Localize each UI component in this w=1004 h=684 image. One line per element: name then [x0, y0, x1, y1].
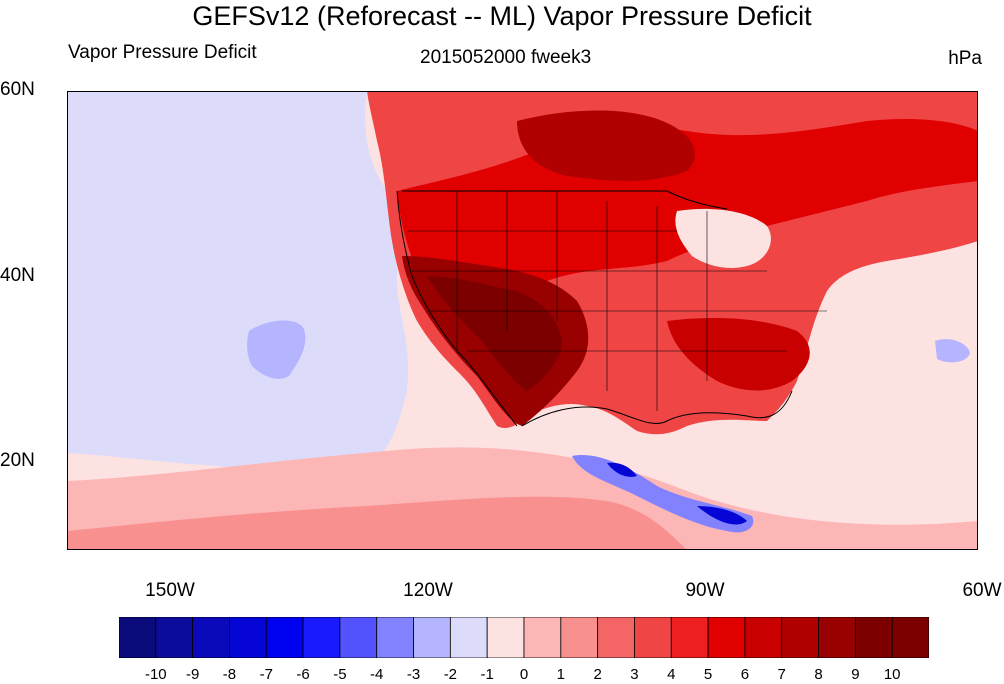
gulf-coast-line	[521, 390, 793, 427]
colorbar-box	[339, 617, 378, 658]
colorbar-box	[413, 617, 451, 658]
colorbar-box	[376, 617, 414, 658]
colorbar-tick-label: 6	[740, 666, 750, 683]
colorbar-box	[597, 617, 635, 658]
lat-label-60n: 60N	[0, 79, 35, 100]
colorbar-box	[744, 617, 783, 658]
atlantic-negative-blob	[935, 339, 970, 363]
colorbar-box	[302, 617, 341, 658]
canada-core	[517, 110, 695, 181]
colorbar-tick-label: -10	[144, 666, 167, 683]
colorbar-tick-label: -1	[480, 666, 494, 683]
colorbar-tick-label: 7	[777, 666, 786, 683]
map-border	[67, 91, 978, 550]
colorbar-tick-label: 1	[556, 666, 565, 683]
colorbar-tick-label: -6	[296, 666, 310, 683]
colorbar-box	[670, 617, 709, 658]
colorbar-tick-label: -3	[406, 666, 421, 683]
colorbar-box	[634, 617, 672, 658]
vpd-map	[67, 91, 978, 550]
mexico-blue-core	[607, 462, 747, 525]
colorbar-tick-label: -8	[222, 666, 237, 683]
colorbar-box	[449, 617, 488, 658]
southwest-darkest	[427, 276, 562, 391]
colorbar-tick-label: -4	[370, 666, 384, 683]
colorbar-tick-label: 3	[630, 666, 639, 683]
us-canada-border	[402, 190, 728, 210]
colorbar	[119, 617, 929, 658]
colorbar-box	[486, 617, 525, 658]
colorbar-tick-label: 8	[814, 666, 823, 683]
lat-label-40n: 40N	[0, 265, 35, 286]
lon-label-150w: 150W	[145, 580, 195, 601]
colorbar-box	[192, 617, 230, 658]
colorbar-box	[891, 617, 929, 658]
colorbar-tick-label: -2	[443, 666, 458, 683]
colorbar-tick-label: 9	[851, 666, 860, 683]
colorbar-tick-label: 2	[593, 666, 602, 683]
lon-label-60w: 60W	[962, 580, 1002, 601]
colorbar-tick-label: 0	[519, 666, 529, 683]
state-grid	[407, 191, 827, 411]
colorbar-tick-label: -5	[333, 666, 347, 683]
colorbar-box	[119, 617, 157, 658]
colorbar-tick-label: 5	[703, 666, 713, 683]
lon-label-120w: 120W	[403, 580, 453, 601]
colorbar-box	[523, 617, 562, 658]
colorbar-tick-label: 4	[667, 666, 676, 683]
lat-label-20n: 20N	[0, 450, 35, 471]
colorbar-tick-label: -7	[259, 666, 273, 683]
colorbar-box	[265, 617, 304, 658]
colorbar-box	[854, 617, 893, 658]
lon-label-90w: 90W	[685, 580, 725, 601]
pacific-negative-region	[67, 91, 409, 476]
variable-subtitle: Vapor Pressure Deficit	[68, 42, 257, 63]
units-subtitle: hPa	[948, 48, 982, 69]
west-coast-line	[396, 190, 518, 427]
colorbar-box	[781, 617, 819, 658]
colorbar-box	[155, 617, 194, 658]
colorbar-tick-label: -9	[185, 666, 200, 683]
southeast-core	[667, 318, 810, 391]
colorbar-box	[560, 617, 599, 658]
colorbar-box	[229, 617, 267, 658]
chart-title: GEFSv12 (Reforecast -- ML) Vapor Pressur…	[192, 1, 812, 31]
colorbar-box	[818, 617, 856, 658]
pacific-negative-blob	[247, 320, 306, 379]
colorbar-box	[707, 617, 746, 658]
date-subtitle: 2015052000 fweek3	[420, 47, 592, 68]
great-lakes-light	[675, 208, 771, 268]
colorbar-tick-label: 10	[883, 666, 901, 683]
southern-band-2	[67, 496, 687, 550]
